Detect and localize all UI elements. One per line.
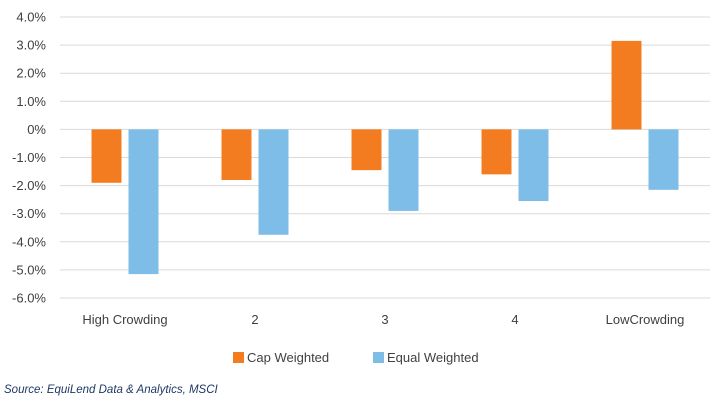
bars (91, 40, 679, 275)
x-axis: High Crowding 2 3 4 LowCrowding (82, 312, 684, 327)
y-tick-label: 1.0% (16, 94, 46, 109)
y-tick-label: -5.0% (12, 262, 46, 277)
y-tick-label: 2.0% (16, 66, 46, 81)
legend-label: Equal Weighted (387, 350, 479, 365)
x-tick-label: 3 (381, 312, 388, 327)
gridlines (60, 16, 710, 299)
bar-cap-weighted (611, 40, 642, 130)
legend-label: Cap Weighted (247, 350, 329, 365)
y-tick-label: -4.0% (12, 234, 46, 249)
bar-cap-weighted (91, 129, 122, 183)
bar-cap-weighted (221, 129, 252, 180)
x-tick-label: 4 (511, 312, 518, 327)
x-tick-label: LowCrowding (606, 312, 685, 327)
legend-swatch (233, 352, 244, 363)
y-tick-label: 4.0% (16, 10, 46, 25)
legend-swatch (373, 352, 384, 363)
bar-cap-weighted (351, 129, 382, 171)
x-tick-label: High Crowding (82, 312, 167, 327)
y-tick-label: -6.0% (12, 291, 46, 306)
bar-equal-weighted (388, 129, 419, 211)
y-tick-label: 0% (27, 122, 46, 137)
y-tick-label: 3.0% (16, 38, 46, 53)
bar-equal-weighted (648, 129, 679, 190)
source-note: Source: EquiLend Data & Analytics, MSCI (4, 384, 219, 396)
y-tick-label: -2.0% (12, 178, 46, 193)
y-tick-label: -1.0% (12, 150, 46, 165)
bar-cap-weighted (481, 129, 512, 175)
legend: Cap Weighted Equal Weighted (233, 350, 479, 365)
y-axis: 4.0% 3.0% 2.0% 1.0% 0% -1.0% -2.0% -3.0% -4.0% -5… (12, 10, 46, 306)
y-tick-label: -3.0% (12, 206, 46, 221)
bar-equal-weighted (128, 129, 159, 275)
bar-equal-weighted (518, 129, 549, 202)
bar-equal-weighted (258, 129, 289, 235)
x-tick-label: 2 (251, 312, 258, 327)
